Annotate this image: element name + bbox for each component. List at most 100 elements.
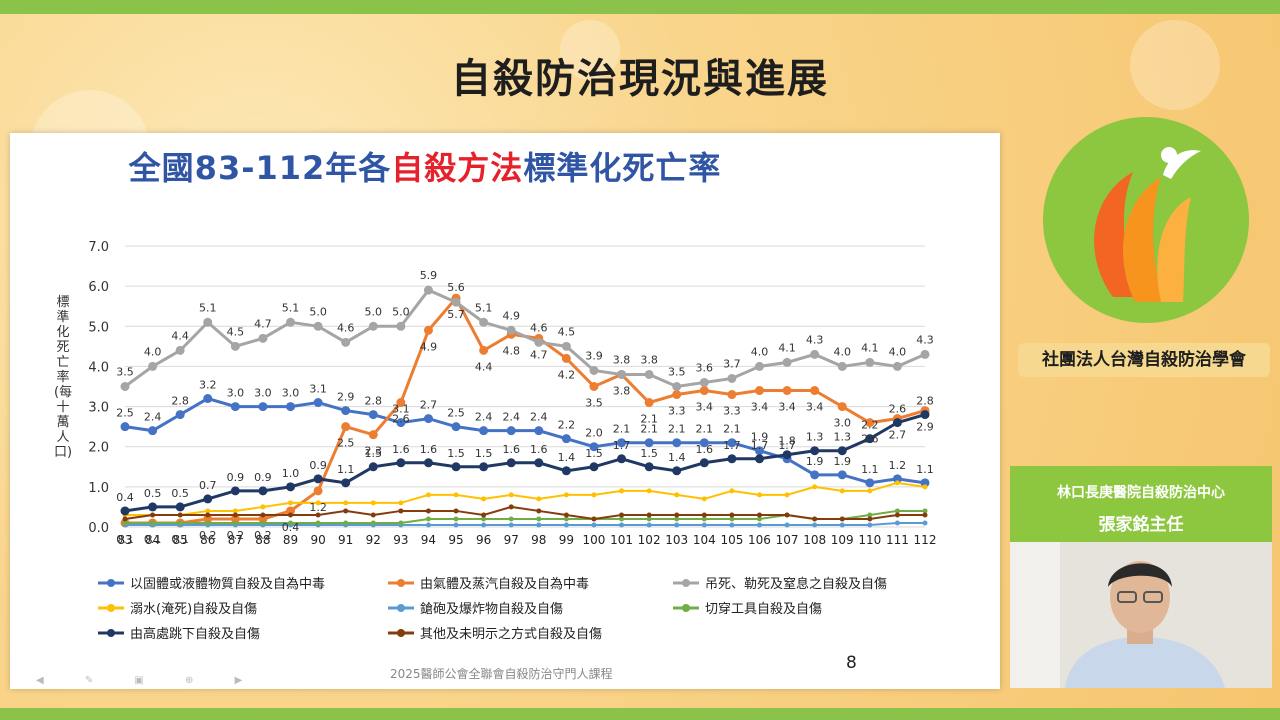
- data-point: [398, 520, 404, 526]
- legend-label: 以固體或液體物質自殺及自為中毒: [130, 577, 326, 592]
- series-line: [124, 413, 926, 513]
- data-point: [837, 446, 847, 456]
- data-label: 2.4: [144, 411, 162, 424]
- data-point: [341, 406, 351, 416]
- y-tick-label: 0.0: [88, 521, 109, 536]
- legend-swatch-marker: [107, 578, 115, 587]
- speaker-name: 張家銘主任: [1098, 515, 1184, 535]
- top-accent-bar: [0, 0, 1280, 14]
- speaker-video: [1010, 542, 1272, 688]
- y-tick-label: 2.0: [88, 441, 109, 456]
- data-point: [230, 486, 240, 496]
- data-label: 1.9: [751, 431, 769, 444]
- data-label: 3.2: [199, 379, 217, 392]
- data-label: 5.0: [392, 305, 410, 318]
- data-label: 0.9: [309, 459, 327, 472]
- data-label: 4.5: [558, 325, 576, 338]
- page-title: 自殺防治現況與進展: [451, 56, 829, 102]
- data-point: [894, 508, 900, 514]
- flame-logo-icon: [1094, 147, 1201, 302]
- data-point: [423, 285, 433, 295]
- data-point: [534, 458, 544, 468]
- data-point: [782, 450, 792, 460]
- x-tick-label: 91: [338, 533, 353, 547]
- x-tick-label: 102: [638, 533, 661, 547]
- data-point: [646, 522, 652, 528]
- series-line: [125, 481, 926, 516]
- data-label: 1.3: [833, 431, 851, 444]
- data-point: [120, 506, 130, 516]
- data-point: [646, 512, 652, 518]
- data-label: 3.1: [392, 403, 410, 416]
- data-label: 1.6: [502, 443, 520, 456]
- data-point: [729, 516, 735, 522]
- data-point: [288, 520, 294, 526]
- data-label: 2.6: [392, 413, 410, 426]
- data-label: 4.0: [889, 345, 907, 358]
- data-point: [148, 502, 158, 512]
- series-line: [125, 521, 925, 526]
- legend-swatch-icon: [388, 628, 414, 637]
- data-label: 4.8: [502, 344, 520, 357]
- legend-item: 由氣體及蒸汽自殺及自為中毒: [388, 573, 589, 592]
- data-label: 0.5: [144, 487, 162, 500]
- data-point: [122, 516, 128, 522]
- data-point: [756, 492, 762, 498]
- data-point: [754, 454, 764, 464]
- data-point: [396, 398, 406, 408]
- slide-nav-icons[interactable]: ◀ ✎ ▣ ⊕ ▶: [36, 675, 262, 686]
- data-label: 4.9: [502, 309, 520, 322]
- data-label: 1.9: [806, 455, 824, 468]
- data-label: 3.4: [696, 401, 714, 414]
- data-point: [453, 492, 459, 498]
- data-label: 2.8: [171, 395, 189, 408]
- data-point: [205, 512, 211, 518]
- x-tick-label: 87: [228, 533, 243, 547]
- data-point: [563, 512, 569, 518]
- data-label: 2.4: [475, 411, 493, 424]
- legend-item: 以固體或液體物質自殺及自為中毒: [98, 573, 325, 592]
- data-label: 2.1: [723, 423, 741, 436]
- data-label: 0.7: [199, 479, 217, 492]
- data-point: [563, 516, 569, 522]
- data-point: [258, 402, 268, 412]
- data-point: [672, 466, 682, 476]
- data-label: 2.7: [889, 429, 907, 442]
- x-tick-label: 99: [559, 533, 574, 547]
- data-label: 5.1: [282, 301, 300, 314]
- legend-label: 吊死、勒死及窒息之自殺及自傷: [705, 577, 888, 592]
- data-point: [120, 422, 130, 432]
- x-tick-label: 100: [583, 533, 606, 547]
- data-point: [644, 369, 654, 379]
- data-point: [258, 333, 268, 343]
- data-point: [232, 512, 238, 518]
- data-label: 1.1: [861, 463, 879, 476]
- data-point: [343, 520, 349, 526]
- data-point: [536, 522, 542, 528]
- data-point: [425, 516, 431, 522]
- data-point: [867, 516, 873, 522]
- legend-swatch-icon: [98, 628, 124, 637]
- data-point: [150, 520, 156, 526]
- data-label: 1.6: [530, 443, 548, 456]
- data-label: 1.6: [696, 443, 714, 456]
- data-point: [646, 516, 652, 522]
- data-point: [812, 516, 818, 522]
- data-label: 0.2: [227, 529, 245, 542]
- data-point: [699, 438, 709, 448]
- data-point: [646, 488, 652, 494]
- x-tick-label: 109: [831, 533, 854, 547]
- data-label: 2.1: [696, 423, 714, 436]
- data-point: [644, 398, 654, 408]
- data-label: 4.0: [144, 345, 162, 358]
- data-label: 3.1: [309, 383, 327, 396]
- data-point: [892, 418, 902, 428]
- data-label: 4.3: [916, 333, 934, 346]
- data-label: 1.5: [585, 447, 603, 460]
- data-point: [784, 492, 790, 498]
- x-tick-label: 88: [255, 533, 270, 547]
- data-point: [810, 470, 820, 480]
- data-point: [701, 496, 707, 502]
- data-point: [591, 492, 597, 498]
- legend-swatch-marker: [397, 628, 405, 637]
